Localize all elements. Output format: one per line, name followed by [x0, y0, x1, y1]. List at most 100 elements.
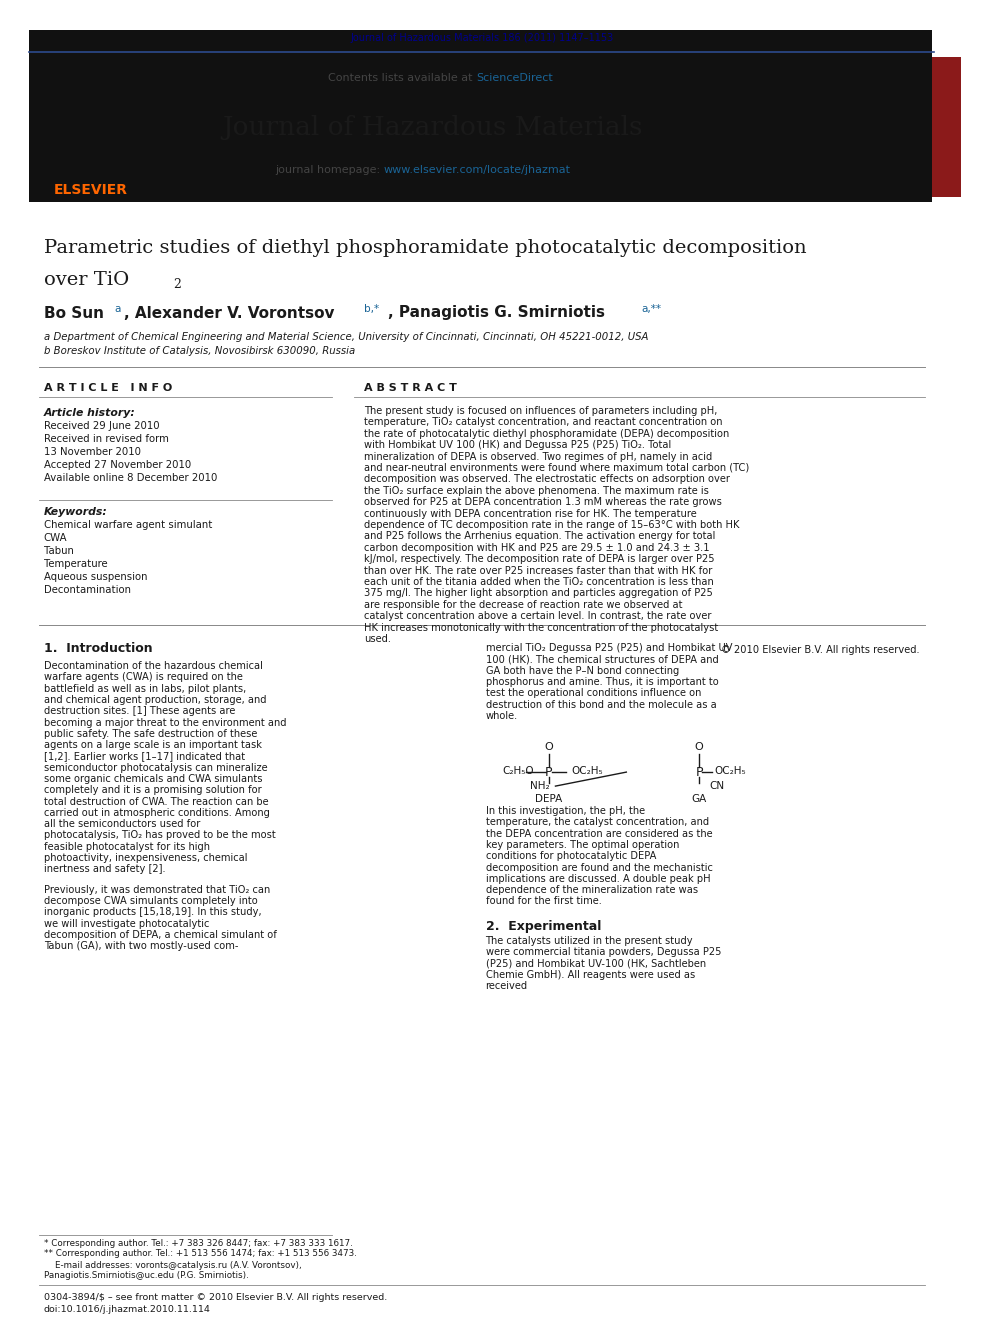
- Text: dependence of TC decomposition rate in the range of 15–63°C with both HK: dependence of TC decomposition rate in t…: [364, 520, 740, 531]
- Text: and near-neutral environments were found where maximum total carbon (TC): and near-neutral environments were found…: [364, 463, 749, 474]
- Text: P: P: [545, 766, 553, 779]
- Text: the rate of photocatalytic diethyl phosphoramidate (DEPA) decomposition: the rate of photocatalytic diethyl phosp…: [364, 429, 729, 439]
- Text: O: O: [694, 742, 703, 751]
- Text: inertness and safety [2].: inertness and safety [2].: [44, 864, 166, 875]
- Text: Chemical warfare agent simulant: Chemical warfare agent simulant: [44, 520, 212, 531]
- Text: a Department of Chemical Engineering and Material Science, University of Cincinn: a Department of Chemical Engineering and…: [44, 332, 648, 343]
- Text: becoming a major threat to the environment and: becoming a major threat to the environme…: [44, 717, 287, 728]
- Text: and P25 follows the Arrhenius equation. The activation energy for total: and P25 follows the Arrhenius equation. …: [364, 532, 715, 541]
- Text: ELSEVIER: ELSEVIER: [54, 183, 127, 197]
- Text: Article history:: Article history:: [44, 407, 136, 418]
- Text: 375 mg/l. The higher light absorption and particles aggregation of P25: 375 mg/l. The higher light absorption an…: [364, 589, 713, 598]
- Text: 1.  Introduction: 1. Introduction: [44, 642, 153, 655]
- Text: 2.  Experimental: 2. Experimental: [485, 921, 601, 933]
- FancyBboxPatch shape: [29, 30, 932, 202]
- Text: are responsible for the decrease of reaction rate we observed at: are responsible for the decrease of reac…: [364, 599, 682, 610]
- Text: test the operational conditions influence on: test the operational conditions influenc…: [485, 688, 701, 699]
- Text: some organic chemicals and CWA simulants: some organic chemicals and CWA simulants: [44, 774, 262, 785]
- Text: OC₂H₅: OC₂H₅: [571, 766, 602, 777]
- Text: 13 November 2010: 13 November 2010: [44, 447, 141, 456]
- Text: we will investigate photocatalytic: we will investigate photocatalytic: [44, 918, 209, 929]
- Text: kJ/mol, respectively. The decomposition rate of DEPA is larger over P25: kJ/mol, respectively. The decomposition …: [364, 554, 714, 564]
- Text: Keywords:: Keywords:: [44, 507, 107, 517]
- Text: * Corresponding author. Tel.: +7 383 326 8447; fax: +7 383 333 1617.: * Corresponding author. Tel.: +7 383 326…: [44, 1238, 352, 1248]
- Text: a,**: a,**: [641, 304, 661, 314]
- Text: doi:10.1016/j.jhazmat.2010.11.114: doi:10.1016/j.jhazmat.2010.11.114: [44, 1306, 210, 1315]
- Text: Panagiotis.Smirniotis@uc.edu (P.G. Smirniotis).: Panagiotis.Smirniotis@uc.edu (P.G. Smirn…: [44, 1271, 248, 1281]
- Text: Journal of Hazardous Materials: Journal of Hazardous Materials: [222, 115, 643, 140]
- Text: than over HK. The rate over P25 increases faster than that with HK for: than over HK. The rate over P25 increase…: [364, 566, 712, 576]
- Text: Bo Sun: Bo Sun: [44, 306, 104, 320]
- Text: The present study is focused on influences of parameters including pH,: The present study is focused on influenc…: [364, 406, 717, 415]
- Text: A R T I C L E   I N F O: A R T I C L E I N F O: [44, 382, 172, 393]
- Text: [1,2]. Earlier works [1–17] indicated that: [1,2]. Earlier works [1–17] indicated th…: [44, 751, 245, 762]
- Text: implications are discussed. A double peak pH: implications are discussed. A double pea…: [485, 875, 710, 884]
- Text: battlefield as well as in labs, pilot plants,: battlefield as well as in labs, pilot pl…: [44, 684, 246, 693]
- Text: continuously with DEPA concentration rise for HK. The temperature: continuously with DEPA concentration ris…: [364, 508, 697, 519]
- Text: decomposition was observed. The electrostatic effects on adsorption over: decomposition was observed. The electros…: [364, 475, 730, 484]
- Text: completely and it is a promising solution for: completely and it is a promising solutio…: [44, 786, 262, 795]
- Text: the TiO₂ surface explain the above phenomena. The maximum rate is: the TiO₂ surface explain the above pheno…: [364, 486, 709, 496]
- Text: Received in revised form: Received in revised form: [44, 434, 169, 445]
- Text: Aqueous suspension: Aqueous suspension: [44, 572, 147, 582]
- Text: www.elsevier.com/locate/jhazmat: www.elsevier.com/locate/jhazmat: [384, 165, 570, 175]
- Text: Temperature: Temperature: [44, 560, 107, 569]
- Text: b,*: b,*: [364, 304, 379, 314]
- Text: Tabun: Tabun: [44, 546, 73, 556]
- FancyBboxPatch shape: [29, 60, 170, 175]
- Text: destruction of this bond and the molecule as a: destruction of this bond and the molecul…: [485, 700, 716, 709]
- Text: agents on a large scale is an important task: agents on a large scale is an important …: [44, 740, 262, 750]
- Text: Journal of Hazardous Materials 186 (2011) 1147–1153: Journal of Hazardous Materials 186 (2011…: [350, 33, 613, 44]
- Text: journal homepage:: journal homepage:: [275, 165, 384, 175]
- Text: Contents lists available at: Contents lists available at: [327, 73, 476, 83]
- Text: carried out in atmospheric conditions. Among: carried out in atmospheric conditions. A…: [44, 808, 270, 818]
- Text: public safety. The safe destruction of these: public safety. The safe destruction of t…: [44, 729, 257, 738]
- Text: (P25) and Hombikat UV-100 (HK, Sachtleben: (P25) and Hombikat UV-100 (HK, Sachtlebe…: [485, 958, 705, 968]
- Text: mercial TiO₂ Degussa P25 (P25) and Hombikat UV: mercial TiO₂ Degussa P25 (P25) and Hombi…: [485, 643, 732, 654]
- Text: HK increases monotonically with the concentration of the photocatalyst: HK increases monotonically with the conc…: [364, 623, 718, 632]
- Text: temperature, the catalyst concentration, and: temperature, the catalyst concentration,…: [485, 818, 708, 827]
- Text: 2: 2: [173, 279, 181, 291]
- FancyBboxPatch shape: [864, 57, 961, 197]
- Text: key parameters. The optimal operation: key parameters. The optimal operation: [485, 840, 679, 849]
- Text: decomposition of DEPA, a chemical simulant of: decomposition of DEPA, a chemical simula…: [44, 930, 277, 939]
- Text: photoactivity, inexpensiveness, chemical: photoactivity, inexpensiveness, chemical: [44, 853, 247, 863]
- Text: received: received: [485, 980, 528, 991]
- Text: dependence of the mineralization rate was: dependence of the mineralization rate wa…: [485, 885, 697, 896]
- Text: used.: used.: [364, 634, 391, 644]
- Text: OC₂H₅: OC₂H₅: [714, 766, 746, 777]
- Text: decomposition are found and the mechanistic: decomposition are found and the mechanis…: [485, 863, 712, 873]
- Text: carbon decomposition with HK and P25 are 29.5 ± 1.0 and 24.3 ± 3.1: carbon decomposition with HK and P25 are…: [364, 542, 709, 553]
- Text: Chemie GmbH). All reagents were used as: Chemie GmbH). All reagents were used as: [485, 970, 694, 980]
- Text: CWA: CWA: [44, 533, 67, 542]
- Text: destruction sites. [1] These agents are: destruction sites. [1] These agents are: [44, 706, 235, 716]
- Text: Decontamination: Decontamination: [44, 585, 131, 595]
- Text: Parametric studies of diethyl phosphoramidate photocatalytic decomposition: Parametric studies of diethyl phosphoram…: [44, 239, 806, 257]
- Text: O: O: [545, 742, 553, 751]
- Text: A B S T R A C T: A B S T R A C T: [364, 382, 457, 393]
- Text: whole.: whole.: [485, 710, 518, 721]
- Text: The catalysts utilized in the present study: The catalysts utilized in the present st…: [485, 935, 693, 946]
- Text: , Alexander V. Vorontsov: , Alexander V. Vorontsov: [124, 306, 334, 320]
- Text: with Hombikat UV 100 (HK) and Degussa P25 (P25) TiO₂. Total: with Hombikat UV 100 (HK) and Degussa P2…: [364, 441, 672, 450]
- Text: over TiO: over TiO: [44, 271, 129, 288]
- Text: all the semiconductors used for: all the semiconductors used for: [44, 819, 200, 830]
- Text: catalyst concentration above a certain level. In contrast, the rate over: catalyst concentration above a certain l…: [364, 611, 711, 622]
- Text: found for the first time.: found for the first time.: [485, 897, 601, 906]
- Text: GA: GA: [691, 794, 706, 804]
- Text: Tabun (GA), with two mostly-used com-: Tabun (GA), with two mostly-used com-: [44, 941, 238, 951]
- FancyBboxPatch shape: [208, 56, 651, 194]
- Text: Decontamination of the hazardous chemical: Decontamination of the hazardous chemica…: [44, 662, 263, 671]
- Text: and chemical agent production, storage, and: and chemical agent production, storage, …: [44, 695, 266, 705]
- Text: photocatalysis, TiO₂ has proved to be the most: photocatalysis, TiO₂ has proved to be th…: [44, 831, 276, 840]
- Text: conditions for photocatalytic DEPA: conditions for photocatalytic DEPA: [485, 851, 656, 861]
- Text: © 2010 Elsevier B.V. All rights reserved.: © 2010 Elsevier B.V. All rights reserved…: [721, 646, 920, 655]
- Text: Accepted 27 November 2010: Accepted 27 November 2010: [44, 460, 190, 470]
- Text: GA both have the P–N bond connecting: GA both have the P–N bond connecting: [485, 665, 679, 676]
- Text: ScienceDirect: ScienceDirect: [476, 73, 553, 83]
- Text: inorganic products [15,18,19]. In this study,: inorganic products [15,18,19]. In this s…: [44, 908, 261, 917]
- Text: feasible photocatalyst for its high: feasible photocatalyst for its high: [44, 841, 209, 852]
- Text: E-mail addresses: voronts@catalysis.ru (A.V. Vorontsov),: E-mail addresses: voronts@catalysis.ru (…: [44, 1261, 302, 1270]
- Text: total destruction of CWA. The reaction can be: total destruction of CWA. The reaction c…: [44, 796, 268, 807]
- Text: , Panagiotis G. Smirniotis: , Panagiotis G. Smirniotis: [389, 306, 605, 320]
